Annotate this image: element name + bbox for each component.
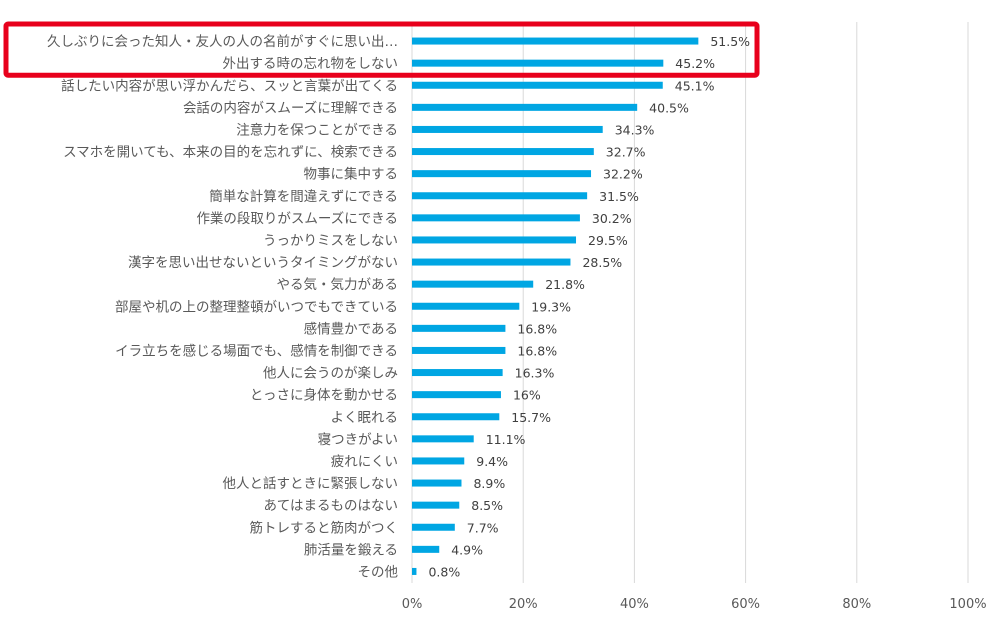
data-label: 11.1% <box>486 432 526 447</box>
category-label: 会話の内容がスムーズに理解できる <box>183 99 398 116</box>
value-labels: 51.5% 45.2% 45.1% 40.5% 34.3% 32.7% 32.2% 31.5%… <box>428 34 750 579</box>
bar <box>412 346 506 354</box>
category-label: 簡単な計算を間違えずにできる <box>209 189 398 205</box>
category-label: 漢字を思い出せないというタイミングがない <box>128 255 398 271</box>
bar <box>412 170 592 178</box>
bar <box>412 37 699 45</box>
category-label: その他 <box>358 564 399 580</box>
x-axis-tick-labels: 0% 20% 40% 60% 80% 100% <box>402 597 987 612</box>
bar <box>412 302 520 310</box>
data-label: 32.7% <box>606 145 646 160</box>
category-label: 疲れにくい <box>331 453 398 470</box>
category-labels: 久しぶりに会った知人・友人の人の名前がすぐに思い出… 外出する時の忘れ物をしない話… <box>47 33 398 580</box>
category-label: 外出する時の忘れ物をしない <box>223 56 399 72</box>
bars <box>412 37 699 575</box>
category-label: 他人に会うのが楽しみ <box>263 366 398 382</box>
data-label: 21.8% <box>545 277 585 292</box>
data-label: 45.1% <box>675 78 715 93</box>
data-label: 4.9% <box>451 542 483 557</box>
data-label: 30.2% <box>592 211 632 226</box>
x-tick-label: 60% <box>731 597 760 612</box>
category-label: 寝つきがよい <box>318 431 398 448</box>
category-label: 作業の段取りがスムーズにできる <box>196 211 398 227</box>
data-label: 29.5% <box>588 233 628 248</box>
bar <box>412 324 506 332</box>
bar <box>412 369 503 377</box>
bar <box>412 59 664 67</box>
bar <box>412 457 465 465</box>
data-label: 40.5% <box>649 100 689 115</box>
category-label: 感情豊かである <box>304 320 398 337</box>
category-label: あてはまるものはない <box>264 498 398 514</box>
bar <box>412 192 588 200</box>
data-label: 31.5% <box>599 189 639 204</box>
category-label: 他人と話すときに緊張しない <box>223 475 399 492</box>
category-label: 部屋や机の上の整理整頓がいつでもできている <box>115 299 398 315</box>
bar <box>412 258 571 266</box>
category-label: 久しぶりに会った知人・友人の人の名前がすぐに思い出… <box>47 33 398 50</box>
x-tick-label: 20% <box>509 597 538 612</box>
data-label: 45.2% <box>675 56 715 71</box>
category-label: 筋トレすると筋肉がつく <box>250 519 399 536</box>
x-tick-label: 80% <box>842 597 871 612</box>
x-tick-label: 100% <box>949 597 986 612</box>
bar <box>412 214 580 222</box>
bar <box>412 523 455 531</box>
bar <box>412 567 417 575</box>
data-label: 0.8% <box>428 564 460 579</box>
data-label: 8.9% <box>473 476 505 491</box>
bar <box>412 81 663 89</box>
data-label: 19.3% <box>531 299 571 314</box>
highlight-box <box>3 21 760 78</box>
category-label: 肺活量を鍛える <box>304 542 398 558</box>
data-label: 8.5% <box>471 498 503 513</box>
bar <box>412 545 440 553</box>
bar <box>412 125 603 133</box>
bar <box>412 236 577 244</box>
bar <box>412 103 638 111</box>
data-label: 16.8% <box>517 343 557 358</box>
x-tick-label: 40% <box>620 597 649 612</box>
category-label: 話したい内容が思い浮かんだら、スッと言葉が出てくる <box>61 77 398 94</box>
bar <box>412 391 501 399</box>
category-label: とっさに身体を動かせる <box>250 388 398 404</box>
data-label: 51.5% <box>710 34 750 49</box>
category-label: よく眠れる <box>331 410 399 426</box>
data-label: 7.7% <box>467 520 499 535</box>
data-label: 16% <box>513 388 541 403</box>
data-label: 15.7% <box>511 410 551 425</box>
category-label: 物事に集中する <box>304 167 399 183</box>
highlight-box-layer <box>3 21 760 78</box>
bar <box>412 148 594 156</box>
bar <box>412 501 460 509</box>
data-label: 32.2% <box>603 167 643 182</box>
bar <box>412 413 500 421</box>
data-label: 16.8% <box>517 321 557 336</box>
category-label: 注意力を保つことができる <box>236 121 398 138</box>
category-label: イラ立ちを感じる場面でも、感情を制御できる <box>115 342 398 359</box>
data-label: 16.3% <box>515 366 555 381</box>
bar <box>412 435 474 443</box>
data-label: 28.5% <box>582 255 622 270</box>
category-label: やる気・気力がある <box>277 277 399 293</box>
data-label: 9.4% <box>476 454 508 469</box>
data-label: 34.3% <box>615 122 655 137</box>
bar <box>412 280 534 288</box>
category-label: スマホを開いても、本来の目的を忘れずに、検索できる <box>63 145 398 161</box>
x-tick-label: 0% <box>402 597 423 612</box>
category-label: うっかりミスをしない <box>263 233 398 249</box>
grid-lines <box>411 22 969 583</box>
bar <box>412 479 462 487</box>
